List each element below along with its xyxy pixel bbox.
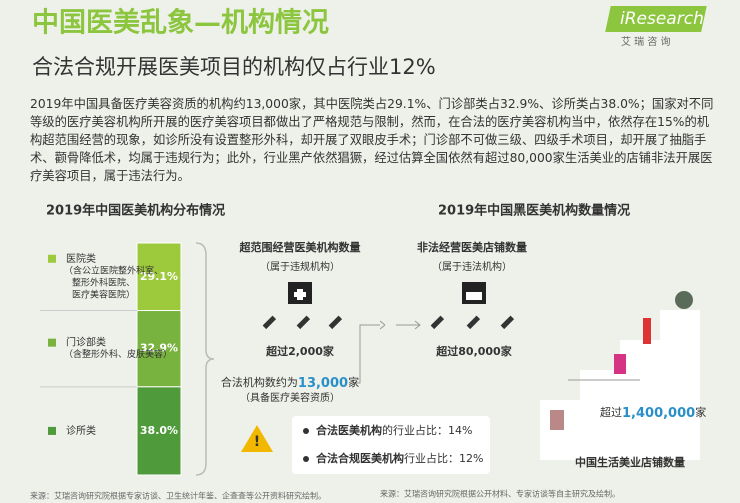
connector: [355, 320, 421, 384]
legend-square: [48, 338, 56, 347]
legend-square: [48, 426, 56, 435]
right-title: 2019年中国黑医美机构数量情况: [438, 203, 630, 219]
label: 超范围经营医美机构数量: [239, 240, 361, 254]
logo-bg: [605, 6, 707, 32]
value-label: 29.1%: [140, 270, 178, 283]
subtitle: 合法合规开展医美项目的机构仅占行业12%: [32, 55, 436, 79]
icon: !: [254, 434, 260, 450]
legend-square: [48, 254, 56, 263]
value-label: 32.9%: [140, 342, 178, 355]
bar-segment: [136, 386, 182, 476]
beauty-title: 中国生活美业店铺数量: [575, 455, 685, 469]
icon: [614, 354, 626, 374]
tools: [262, 315, 343, 330]
icon: [643, 318, 651, 344]
category-note: 整形外科医院、: [72, 276, 135, 288]
source: 来源：艾瑞咨询研究院根据公开材料、专家访谈等自主研究及绘制。: [380, 489, 620, 499]
category: 诊所类: [66, 424, 96, 437]
label: 非法经营医美店铺数量: [417, 240, 527, 254]
count: 超过2,000家: [265, 344, 335, 358]
value-label: 38.0%: [140, 424, 178, 437]
title: 中国医美乱象—机构情况: [32, 7, 329, 39]
icon: [466, 292, 482, 300]
category: 医院类: [66, 252, 96, 265]
category-note: 医疗美容医院）: [72, 288, 135, 300]
warning-icon: [241, 425, 273, 452]
logo-sub: 艾 瑞 咨 询: [621, 35, 671, 48]
icon: [294, 289, 306, 300]
steps: [540, 310, 700, 460]
bar-segment: [136, 310, 182, 388]
count: 超过80,000家: [435, 344, 512, 358]
beauty-count: 超过1,400,000家: [600, 405, 706, 421]
category: 门诊部类: [66, 336, 106, 349]
logo: iResearch: [620, 9, 704, 29]
share-box: [292, 416, 490, 474]
bullet: [303, 428, 309, 434]
category-note: （含整形外科、皮肤美容）: [64, 348, 172, 360]
share: 合法合规医美机构行业占比：12%: [316, 451, 483, 465]
label: （属于违规机构）: [260, 260, 340, 273]
label: （属于违法机构）: [432, 260, 512, 273]
icon: [550, 410, 564, 430]
tools: [430, 315, 515, 330]
category-note: （含公立医院整外科室、: [64, 264, 163, 276]
icon: [675, 291, 693, 309]
paragraph: 2019年中国具备医疗美容资质的机构约13,000家，其中医院类占29.1%、门…: [30, 97, 714, 183]
bar-segment: [136, 242, 182, 312]
legal-count: 合法机构数约为13,000家: [221, 375, 359, 391]
bullet: [303, 456, 309, 462]
brace: [195, 242, 215, 476]
distribution: 29.1% 医院类（含公立医院整外科室、整形外科医院、医疗美容医院） 32.9% 门诊…: [40, 242, 182, 476]
source: 来源：艾瑞咨询研究院根据专家访谈、卫生统计年鉴、企查查等公开资料研究绘制。: [30, 491, 326, 501]
share: 合法医美机构的行业占比：14%: [316, 423, 472, 437]
legal-note: （具备医疗美容资质）: [240, 391, 340, 404]
left-title: 2019年中国医美机构分布情况: [46, 203, 225, 219]
